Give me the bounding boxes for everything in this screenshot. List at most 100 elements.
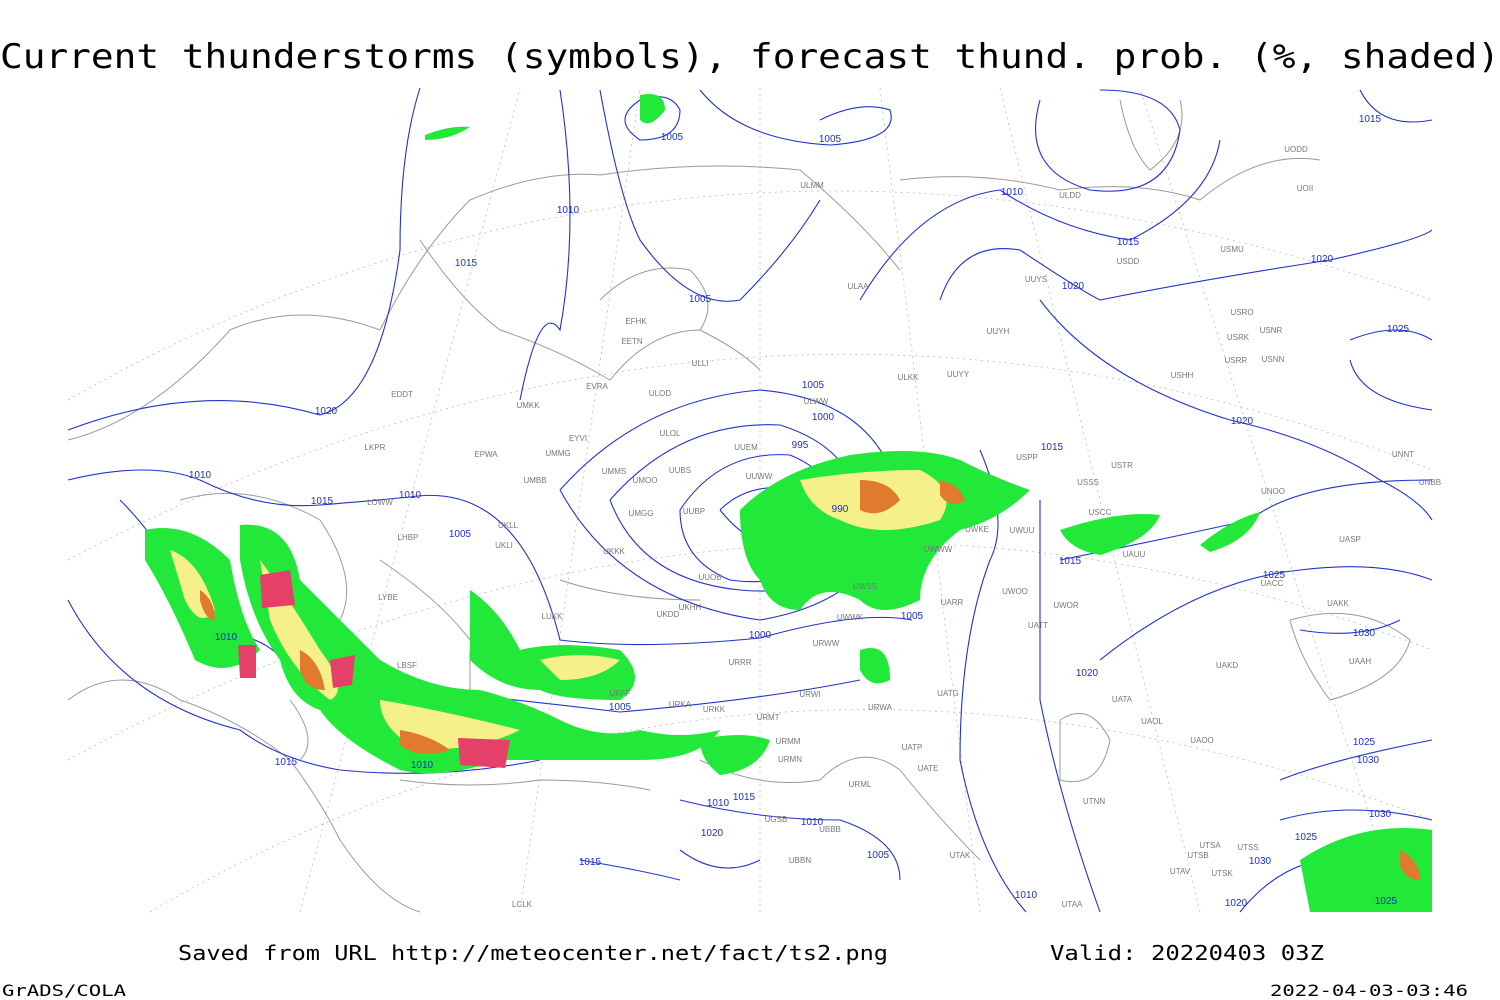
station-label: UNBB: [1419, 478, 1441, 487]
station-label: URML: [849, 780, 872, 789]
isobar-label: 1015: [311, 496, 334, 507]
station-label: URKK: [703, 705, 726, 714]
isobar-label: 1020: [1062, 281, 1085, 292]
station-label: UMBB: [523, 476, 546, 485]
isobar-label: 1030: [1369, 809, 1392, 820]
station-label: UTSA: [1199, 841, 1221, 850]
isobar-label: 1025: [1295, 832, 1318, 843]
isobar-label: 1025: [1353, 737, 1376, 748]
isobar-label: 1020: [1311, 254, 1334, 265]
station-label: UTNN: [1083, 797, 1105, 806]
station-label: UUYS: [1025, 275, 1047, 284]
station-label: LBSF: [397, 661, 417, 670]
isobar-label: 1010: [215, 632, 238, 643]
isobar-label: 1010: [411, 760, 434, 771]
station-label: UWWW: [924, 545, 953, 554]
station-label: URMN: [778, 755, 802, 764]
isobar-label: 1030: [1357, 755, 1380, 766]
isobar-label: 1025: [1375, 896, 1398, 907]
isobar-label: 1015: [275, 757, 298, 768]
station-label: ULDD: [1059, 191, 1081, 200]
station-label: UUYY: [947, 370, 970, 379]
station-label: LKPR: [365, 443, 386, 452]
isobar-label: 1015: [1117, 237, 1140, 248]
isobar-label: 995: [792, 440, 809, 451]
station-label: UAOO: [1190, 736, 1214, 745]
title: Current thunderstorms (symbols), forecas…: [0, 37, 1500, 77]
station-label: UARR: [941, 598, 964, 607]
station-label: ULLI: [692, 359, 709, 368]
isobar-label: 1015: [455, 258, 478, 269]
station-label: UUOB: [698, 573, 721, 582]
station-label: UUEM: [734, 443, 758, 452]
isobar-label: 1010: [399, 490, 422, 501]
station-label: UKLI: [495, 541, 513, 550]
isobar-label: 1005: [689, 294, 712, 305]
station-label: URMT: [756, 713, 779, 722]
station-label: UKKK: [603, 547, 625, 556]
station-label: UTAV: [1170, 867, 1191, 876]
station-label: UAAH: [1349, 657, 1371, 666]
isobar-label: 1005: [661, 132, 684, 143]
valid-time: Valid: 20220403 03Z: [1050, 941, 1324, 965]
station-label: UTSS: [1237, 843, 1258, 852]
station-label: USRK: [1227, 333, 1250, 342]
station-label: EYVI: [569, 434, 587, 443]
station-label: UATP: [902, 743, 923, 752]
station-label: UTAA: [1062, 900, 1083, 909]
station-label: EPWA: [474, 450, 498, 459]
isobar-label: 1005: [802, 380, 825, 391]
station-label: UTSB: [1187, 851, 1208, 860]
station-label: EETN: [621, 337, 643, 346]
station-label: UBBN: [789, 856, 811, 865]
station-label: URWW: [813, 639, 840, 648]
thunder-shading: [145, 94, 1432, 912]
station-label: UKLL: [498, 521, 519, 530]
isobar-label: 1030: [1353, 628, 1376, 639]
isobar-label: 1020: [1225, 898, 1248, 909]
station-label: UACC: [1261, 579, 1284, 588]
station-label: ULWW: [804, 397, 829, 406]
isobar-label: 1020: [1231, 416, 1254, 427]
station-label: UWOO: [1002, 587, 1028, 596]
station-label: LOWW: [367, 498, 393, 507]
station-label: UBBB: [819, 825, 841, 834]
isobar-label: 1015: [1041, 442, 1064, 453]
station-label: UWKE: [965, 525, 989, 534]
station-label: EVRA: [586, 382, 608, 391]
station-label: ULKK: [898, 373, 920, 382]
isobar-label: 1025: [1387, 324, 1410, 335]
station-label: USRO: [1230, 308, 1253, 317]
isobar-label: 1015: [1059, 556, 1082, 567]
station-label: USNR: [1260, 326, 1283, 335]
station-label: UNOO: [1261, 487, 1285, 496]
isobar-label: 1015: [1359, 114, 1382, 125]
isobar-label: 1025: [1263, 570, 1286, 581]
station-label: UMMS: [602, 467, 626, 476]
station-label: USPP: [1016, 453, 1038, 462]
isobar-labels: 1005 1005 1010 1015 1010 1015 1020 1020 1015 1025…: [189, 114, 1410, 909]
isobar-label: 1000: [749, 630, 772, 641]
station-label: ULOL: [660, 429, 681, 438]
isobar-label: 1010: [1015, 890, 1038, 901]
station-label: UATT: [1028, 621, 1048, 630]
isobar-label: 1010: [707, 798, 730, 809]
isobar-label: 1015: [579, 857, 602, 868]
station-label: UAUU: [1123, 550, 1146, 559]
station-label: UOII: [1297, 184, 1313, 193]
station-label: UWUU: [1010, 526, 1035, 535]
station-label: UKHH: [679, 603, 702, 612]
station-label: URRR: [728, 658, 751, 667]
isobar-label: 1005: [609, 702, 632, 713]
isobar-label: 1005: [867, 850, 890, 861]
map: 1005 1005 1010 1015 1010 1015 1020 1020 1015 1025…: [67, 87, 1441, 913]
station-label: URWI: [799, 690, 820, 699]
station-label: UMMG: [545, 449, 570, 458]
station-label: EFHK: [625, 317, 647, 326]
station-label: USCC: [1089, 508, 1112, 517]
station-label: LYBE: [378, 593, 398, 602]
station-label: UTSK: [1211, 869, 1233, 878]
station-label: ULOD: [649, 389, 671, 398]
station-label: UKDD: [657, 610, 680, 619]
station-label: UUBP: [683, 507, 705, 516]
